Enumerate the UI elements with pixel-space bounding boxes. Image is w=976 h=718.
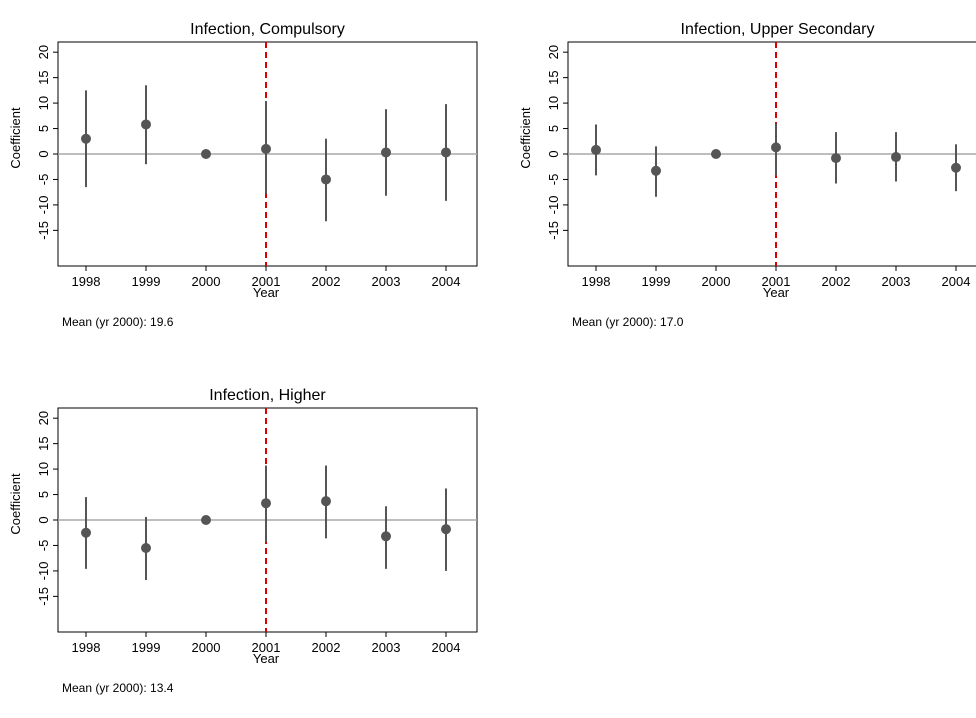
point-estimate xyxy=(651,165,661,176)
y-tick-label: 20 xyxy=(36,411,51,425)
point-estimate xyxy=(381,147,391,158)
chart-title: Infection, Higher xyxy=(209,387,326,404)
x-tick-label: 2002 xyxy=(822,274,851,289)
y-tick-label: 5 xyxy=(36,125,51,132)
point-estimate xyxy=(261,143,271,154)
point-estimate xyxy=(201,515,211,525)
y-tick-label: 20 xyxy=(36,45,51,59)
x-tick-label: 2001 xyxy=(762,274,791,289)
x-tick-label: 2000 xyxy=(192,640,221,655)
x-tick-label: 1999 xyxy=(132,274,161,289)
y-tick-label: 5 xyxy=(546,125,561,132)
panel-upper-secondary: Infection, Upper Secondary 20 15 10 5 0 -5 -10 -… xyxy=(510,12,976,352)
mean-note: Mean (yr 2000): 13.4 xyxy=(62,681,174,695)
point-estimate xyxy=(141,119,151,130)
x-tick-label: 1999 xyxy=(132,640,161,655)
y-tick-label: -5 xyxy=(36,540,51,552)
x-axis-label: Year xyxy=(253,651,280,666)
x-tick-label: 2000 xyxy=(192,274,221,289)
chart-higher: Infection, Higher 20 15 10 5 0 -5 -10 -15 Coeffic… xyxy=(8,387,478,695)
x-tick-label: 1998 xyxy=(582,274,611,289)
y-tick-label: 0 xyxy=(36,150,51,157)
point-estimate xyxy=(81,527,91,538)
point-estimate xyxy=(321,496,331,507)
x-tick-label: 2003 xyxy=(372,640,401,655)
y-axis-label: Coefficient xyxy=(518,107,533,169)
x-tick-label: 2004 xyxy=(432,640,461,655)
point-estimate xyxy=(831,153,841,164)
x-tick-label: 2003 xyxy=(372,274,401,289)
y-tick-label: -10 xyxy=(546,196,561,215)
y-tick-label: 20 xyxy=(546,45,561,59)
y-tick-label: 10 xyxy=(546,96,561,110)
x-tick-label: 2001 xyxy=(252,274,281,289)
x-tick-label: 2002 xyxy=(312,274,341,289)
x-tick-label: 1998 xyxy=(72,640,101,655)
y-tick-label: -15 xyxy=(36,587,51,606)
chart-title: Infection, Upper Secondary xyxy=(681,21,875,38)
x-tick-label: 2004 xyxy=(942,274,971,289)
x-tick-label: 1999 xyxy=(642,274,671,289)
x-axis-label: Year xyxy=(253,285,280,300)
x-tick-label: 2001 xyxy=(252,640,281,655)
point-estimate xyxy=(441,524,451,535)
chart-upper-secondary: Infection, Upper Secondary 20 15 10 5 0 -5 -10 -… xyxy=(518,21,976,329)
y-tick-label: -10 xyxy=(36,196,51,215)
point-estimate xyxy=(951,162,961,173)
x-axis-label: Year xyxy=(763,285,790,300)
x-tick-label: 2003 xyxy=(882,274,911,289)
y-tick-label: 5 xyxy=(36,491,51,498)
y-tick-label: 15 xyxy=(36,70,51,84)
point-estimate xyxy=(441,147,451,158)
point-estimate xyxy=(381,531,391,542)
chart-compulsory: Infection, Compulsory 20 15 10 5 0 -5 -10 -15 Coe… xyxy=(8,21,478,329)
y-axis-label: Coefficient xyxy=(8,473,23,535)
y-tick-label: 10 xyxy=(36,462,51,476)
mean-note: Mean (yr 2000): 19.6 xyxy=(62,315,174,329)
y-tick-label: -5 xyxy=(546,174,561,186)
x-tick-label: 2004 xyxy=(432,274,461,289)
y-tick-label: 0 xyxy=(36,516,51,523)
y-tick-label: -15 xyxy=(36,221,51,240)
panel-higher: Infection, Higher 20 15 10 5 0 -5 -10 -15 Coeffic… xyxy=(0,378,480,718)
x-tick-label: 1998 xyxy=(72,274,101,289)
point-estimate xyxy=(711,149,721,159)
point-estimate xyxy=(261,498,271,509)
mean-note: Mean (yr 2000): 17.0 xyxy=(572,315,684,329)
x-tick-label: 2000 xyxy=(702,274,731,289)
point-estimate xyxy=(771,142,781,153)
point-estimate xyxy=(321,174,331,185)
point-estimate xyxy=(141,543,151,553)
y-axis-label: Coefficient xyxy=(8,107,23,169)
y-tick-label: 15 xyxy=(546,70,561,84)
point-estimate xyxy=(201,149,211,159)
panel-compulsory: Infection, Compulsory 20 15 10 5 0 -5 -10 -15 Coe… xyxy=(0,12,480,352)
point-estimate xyxy=(591,144,601,155)
y-tick-label: 15 xyxy=(36,436,51,450)
y-tick-label: -15 xyxy=(546,221,561,240)
y-tick-label: -10 xyxy=(36,562,51,581)
chart-title: Infection, Compulsory xyxy=(190,21,345,38)
x-tick-label: 2002 xyxy=(312,640,341,655)
y-tick-label: 0 xyxy=(546,150,561,157)
point-estimate xyxy=(81,133,91,144)
y-tick-label: 10 xyxy=(36,96,51,110)
y-tick-label: -5 xyxy=(36,174,51,186)
point-estimate xyxy=(891,152,901,163)
